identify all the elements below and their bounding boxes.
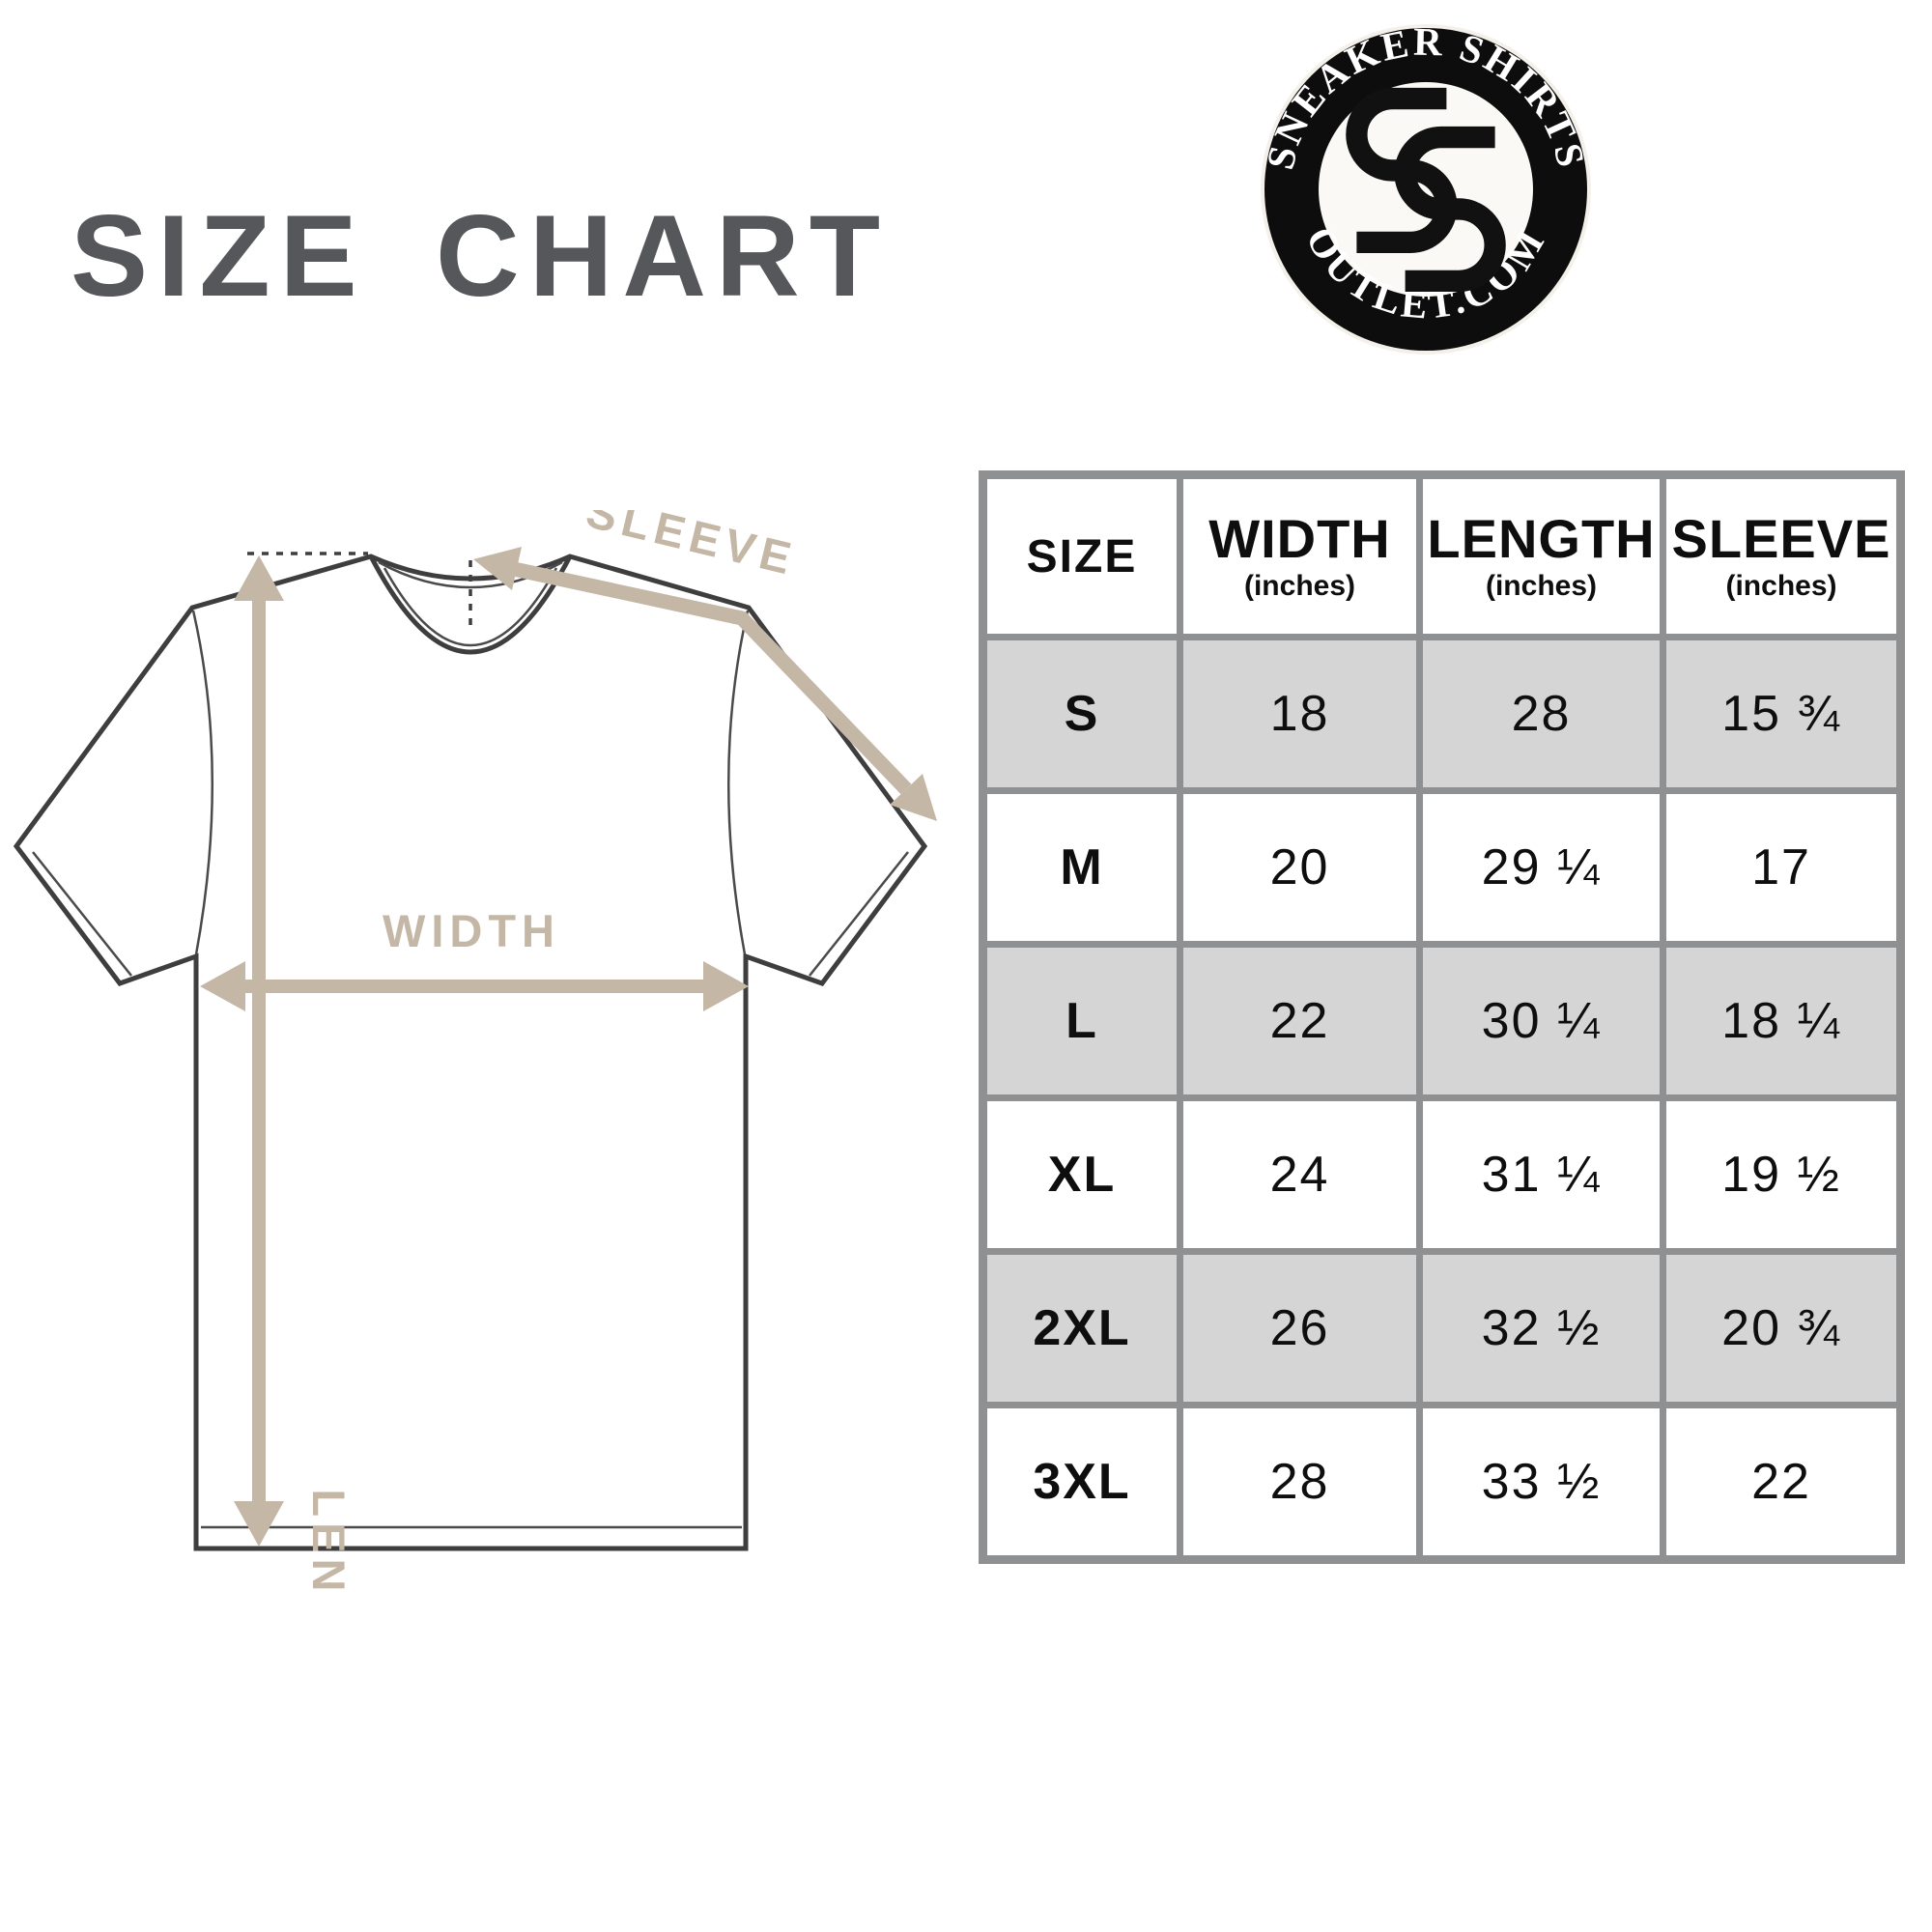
sleeve-value: 19 ½ — [1660, 1094, 1904, 1255]
width-value: 28 — [1177, 1402, 1423, 1563]
tshirt-outline — [13, 554, 928, 1551]
length-value: 30 ¼ — [1416, 941, 1666, 1101]
header-size: SIZE — [980, 471, 1183, 640]
length-label: LENGTH — [303, 1489, 355, 1592]
size-label: XL — [980, 1094, 1183, 1255]
length-value: 29 ¼ — [1416, 787, 1666, 948]
width-value: 24 — [1177, 1094, 1423, 1255]
table-row-s: S 18 28 15 ¾ — [980, 634, 1904, 794]
table-row-m: M 20 29 ¼ 17 — [980, 787, 1904, 948]
left-cuff-ribbing-line — [32, 851, 132, 977]
collar-front-outer-line — [368, 554, 573, 655]
header-sleeve: SLEEVE (inches) — [1660, 471, 1904, 640]
size-label: 3XL — [980, 1402, 1183, 1563]
sleeve-value: 17 — [1660, 787, 1904, 948]
header-width: WIDTH (inches) — [1177, 471, 1423, 640]
table-row-l: L 22 30 ¼ 18 ¼ — [980, 941, 1904, 1101]
length-arrow — [234, 555, 284, 1547]
length-value: 33 ½ — [1416, 1402, 1666, 1563]
sleeve-value: 15 ¾ — [1660, 634, 1904, 794]
width-label: WIDTH — [383, 905, 560, 956]
size-label: L — [980, 941, 1183, 1101]
width-arrow — [200, 961, 749, 1011]
size-label: S — [980, 634, 1183, 794]
width-value: 22 — [1177, 941, 1423, 1101]
brand-logo: SNEAKER SHIRTS OUTLET.COM — [1259, 22, 1591, 355]
tshirt-measurement-diagram: WIDTH LENGTH SLEEVE — [13, 510, 937, 1592]
table-row-2xl: 2XL 26 32 ½ 20 ¾ — [980, 1248, 1904, 1408]
ss-monogram-icon — [1346, 87, 1506, 293]
sleeve-value: 20 ¾ — [1660, 1248, 1904, 1408]
table-row-xl: XL 24 31 ¼ 19 ½ — [980, 1094, 1904, 1255]
width-value: 20 — [1177, 787, 1423, 948]
page-title: SIZE CHART — [71, 191, 890, 321]
sleeve-value: 22 — [1660, 1402, 1904, 1563]
sleeve-arrow — [473, 547, 937, 821]
size-table: SIZE WIDTH (inches) LENGTH (inches) SLEE… — [979, 470, 1905, 1564]
length-value: 31 ¼ — [1416, 1094, 1666, 1255]
right-cuff-ribbing-line — [809, 851, 909, 977]
table-row-3xl: 3XL 28 33 ½ 22 — [980, 1402, 1904, 1563]
size-label: 2XL — [980, 1248, 1183, 1408]
width-value: 26 — [1177, 1248, 1423, 1408]
right-armhole-seam — [726, 610, 750, 955]
length-value: 32 ½ — [1416, 1248, 1666, 1408]
table-header-row: SIZE WIDTH (inches) LENGTH (inches) SLEE… — [980, 471, 1904, 640]
width-value: 18 — [1177, 634, 1423, 794]
collar-front-inner-line — [383, 567, 558, 647]
left-armhole-seam — [191, 610, 214, 955]
size-label: M — [980, 787, 1183, 948]
length-value: 28 — [1416, 634, 1666, 794]
header-length: LENGTH (inches) — [1416, 471, 1666, 640]
sleeve-value: 18 ¼ — [1660, 941, 1904, 1101]
